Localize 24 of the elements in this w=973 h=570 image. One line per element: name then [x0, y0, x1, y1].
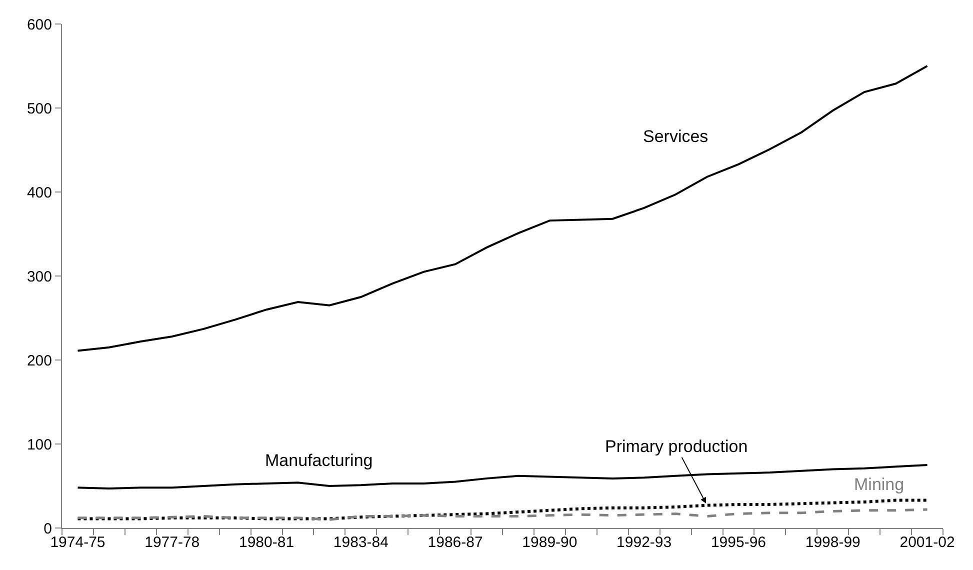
series-label: Manufacturing [265, 451, 373, 470]
y-tick-label: 500 [26, 100, 52, 118]
y-tick-label: 100 [26, 436, 52, 454]
text: Primary production [605, 437, 748, 456]
x-tick-label: 2001-02 [900, 534, 955, 551]
x-tick-label: 1983-84 [333, 534, 388, 551]
y-tick-label: 200 [26, 352, 52, 370]
series-label: Mining [854, 475, 904, 494]
series-label: Services [643, 127, 708, 146]
line-series [76, 508, 929, 521]
line-series [76, 65, 928, 352]
x-tick-label: 1992-93 [616, 534, 672, 551]
x-tick-label: 1980-81 [238, 534, 294, 551]
x-tick-label: 1977-78 [144, 534, 200, 551]
y-tick-label: 600 [26, 16, 52, 34]
y-tick-label: 0 [44, 520, 52, 538]
y-tick-label: 300 [26, 268, 52, 286]
x-tick-label: 1998-99 [805, 534, 860, 551]
x-tick-label: 1995-96 [710, 534, 766, 551]
x-tick-label: 1974-75 [50, 534, 106, 551]
y-tick-label: 400 [26, 184, 52, 202]
x-tick-label: 1986-87 [428, 534, 483, 551]
line-series [76, 498, 929, 520]
x-tick-label: 1989-90 [522, 534, 578, 551]
